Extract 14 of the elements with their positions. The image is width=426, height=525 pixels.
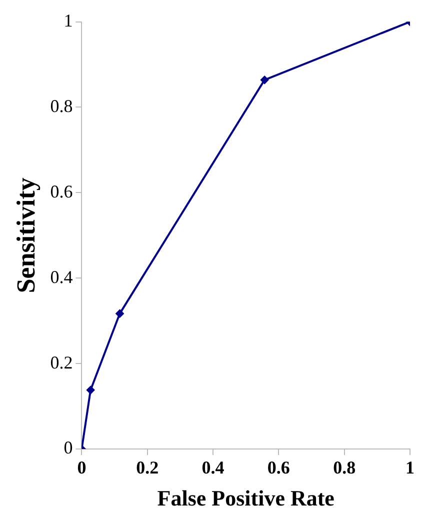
x-tick-label: 0.2	[136, 457, 159, 478]
x-tick-label: 1	[406, 457, 414, 478]
y-tick-label: 0.4	[50, 266, 73, 287]
x-tick-label: 0.6	[267, 457, 290, 478]
y-tick-label: 1	[64, 10, 73, 31]
y-tick-label: 0.6	[50, 181, 73, 202]
y-tick-label: 0.8	[50, 96, 73, 116]
x-tick-label: 0.8	[333, 457, 356, 478]
y-axis-title: Sensitivity	[11, 178, 40, 294]
y-tick-label: 0	[64, 438, 73, 458]
x-tick-label: 0.4	[202, 457, 224, 478]
y-tick-label: 0.2	[50, 352, 73, 372]
x-axis-title: False Positive Rate	[157, 485, 335, 510]
x-tick-label: 0	[77, 457, 86, 478]
